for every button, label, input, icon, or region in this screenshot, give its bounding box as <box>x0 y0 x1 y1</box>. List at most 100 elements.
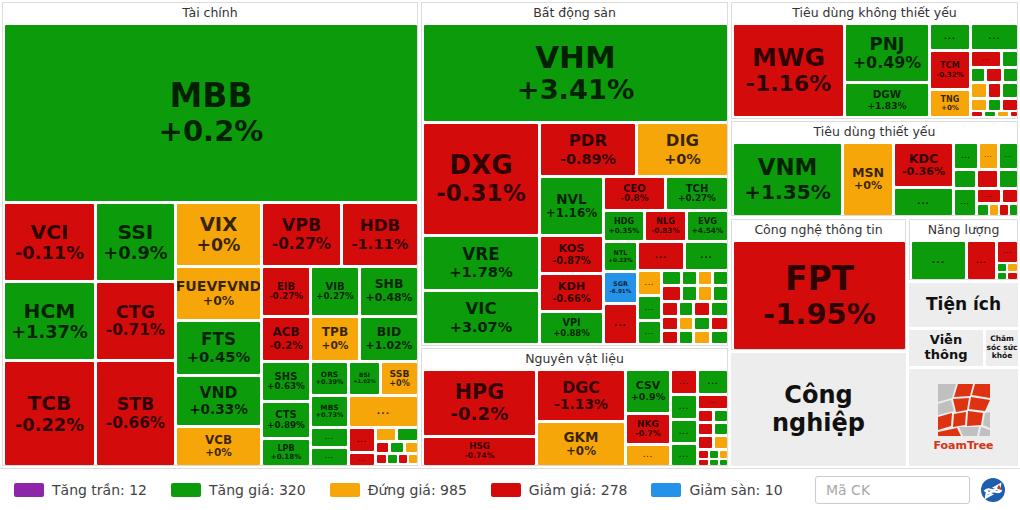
stock-tile-small[interactable] <box>663 318 677 329</box>
stock-tile-small[interactable]: ... <box>672 371 696 393</box>
stock-tile-mwg[interactable]: MWG-1.16% <box>734 25 843 116</box>
stock-tile-small[interactable]: ... <box>1000 144 1017 168</box>
stock-tile-small[interactable] <box>663 303 677 315</box>
stock-tile-small[interactable]: ... <box>627 446 669 465</box>
stock-tile-small[interactable] <box>972 84 986 97</box>
sector-vien-thong[interactable]: Viễn thông <box>909 330 983 366</box>
stock-tile-small[interactable]: ... <box>955 144 977 168</box>
stock-tile-small[interactable]: ... <box>912 242 965 279</box>
stock-tile-small[interactable] <box>989 100 1000 110</box>
stock-tile-ceo[interactable]: CEO-0.8% <box>605 178 664 209</box>
stock-tile-kdh[interactable]: KDH-0.66% <box>541 275 602 310</box>
stock-tile-small[interactable] <box>1003 100 1017 110</box>
stock-tile-mbs[interactable]: MBS+0.73% <box>312 397 347 426</box>
stock-tile-kos[interactable]: KOS-0.87% <box>541 237 602 272</box>
stock-tile-sgr[interactable]: SGR-6.91% <box>605 273 636 302</box>
stock-tile-small[interactable] <box>1008 273 1017 279</box>
stock-tile-small[interactable] <box>377 443 388 452</box>
stock-tile-hpg[interactable]: HPG-0.2% <box>424 371 535 435</box>
stock-tile-bid[interactable]: BID+1.02% <box>361 318 417 360</box>
stock-tile-ntl[interactable]: NTL+0.23% <box>605 243 636 270</box>
stock-tile-kdc[interactable]: KDC-0.36% <box>895 144 952 186</box>
stock-tile-small[interactable] <box>388 455 397 463</box>
stock-tile-small[interactable]: ... <box>350 454 374 465</box>
stock-tile-hdg[interactable]: HDG+0.35% <box>605 212 643 240</box>
stock-tile-small[interactable]: ... <box>639 322 660 343</box>
stock-tile-small[interactable] <box>978 205 988 215</box>
stock-tile-small[interactable]: ... <box>672 396 696 418</box>
stock-tile-small[interactable]: ... <box>968 242 995 279</box>
stock-tile-small[interactable] <box>955 171 975 187</box>
foamtree-label[interactable]: FoamTree <box>933 439 993 452</box>
stock-tile-bsi[interactable]: BSI+1.02% <box>350 363 379 394</box>
stock-tile-small[interactable]: ... <box>931 25 969 49</box>
stock-tile-vpb[interactable]: VPB-0.27% <box>263 204 340 265</box>
stock-tile-small[interactable] <box>699 272 711 284</box>
stock-tile-small[interactable] <box>1003 190 1017 202</box>
stock-tile-small[interactable]: ... <box>672 445 696 465</box>
stock-tile-small[interactable] <box>720 460 727 465</box>
stock-tile-tng[interactable]: TNG+0% <box>931 91 969 116</box>
stock-tile-nlg[interactable]: NLG-0.83% <box>646 212 685 240</box>
stock-tile-small[interactable] <box>409 455 417 463</box>
stock-tile-dig[interactable]: DIG+0% <box>638 124 727 175</box>
stock-tile-mbb[interactable]: MBB+0.2% <box>5 25 417 201</box>
stock-tile-small[interactable] <box>998 264 1006 271</box>
stock-tile-vcb[interactable]: VCB+0% <box>177 428 260 465</box>
stock-tile-small[interactable] <box>663 332 677 343</box>
stock-tile-csv[interactable]: CSV+0.9% <box>627 371 669 412</box>
stock-tile-nkg[interactable]: NKG-0.7% <box>627 415 669 443</box>
stock-tile-gkm[interactable]: GKM+0% <box>538 423 624 465</box>
stock-tile-small[interactable] <box>972 112 982 116</box>
stock-tile-small[interactable]: ... <box>955 190 975 215</box>
stock-tile-small[interactable] <box>1010 205 1017 215</box>
stock-tile-small[interactable] <box>1011 112 1017 116</box>
stock-tile-ssi[interactable]: SSI+0.9% <box>97 204 174 280</box>
stock-search-input[interactable] <box>815 476 970 504</box>
stock-tile-small[interactable] <box>398 429 417 440</box>
stock-tile-ctg[interactable]: CTG-0.71% <box>97 283 174 359</box>
stock-tile-small[interactable]: ... <box>980 144 997 168</box>
stock-tile-vnd[interactable]: VND+0.33% <box>177 377 260 425</box>
stock-tile-dxg[interactable]: DXG-0.31% <box>424 124 538 234</box>
stock-tile-small[interactable] <box>695 318 709 329</box>
stock-tile-small[interactable] <box>695 303 709 315</box>
stock-tile-small[interactable] <box>990 205 998 215</box>
stock-tile-vnm[interactable]: VNM+1.35% <box>734 144 841 215</box>
stock-tile-small[interactable]: ... <box>639 297 660 319</box>
stock-tile-small[interactable] <box>720 451 727 458</box>
stock-tile-fts[interactable]: FTS+0.45% <box>177 322 260 374</box>
stock-tile-lpb[interactable]: LPB+0.18% <box>263 440 309 465</box>
stock-tile-small[interactable] <box>998 112 1008 116</box>
stock-tile-small[interactable] <box>714 287 727 300</box>
stock-tile-small[interactable] <box>683 272 696 284</box>
stock-tile-small[interactable] <box>998 273 1006 279</box>
stock-tile-hsg[interactable]: HSG-0.74% <box>424 438 535 465</box>
stock-tile-small[interactable] <box>680 303 692 315</box>
stock-tile-small[interactable] <box>680 332 692 343</box>
stock-tile-vci[interactable]: VCI-0.11% <box>5 204 94 280</box>
stock-tile-ors[interactable]: ORS+0.39% <box>312 363 347 394</box>
stock-tile-vib[interactable]: VIB+0.27% <box>312 268 358 315</box>
stock-tile-acb[interactable]: ACB-0.2% <box>263 318 309 360</box>
stock-tile-small[interactable]: ... <box>639 243 683 269</box>
stock-tile-small[interactable] <box>399 455 407 463</box>
stock-tile-small[interactable]: ... <box>972 52 1000 66</box>
stock-tile-tcb[interactable]: TCB-0.22% <box>5 362 94 465</box>
stock-tile-pdr[interactable]: PDR-0.89% <box>541 124 635 175</box>
stock-tile-small[interactable] <box>710 460 718 465</box>
stock-tile-small[interactable] <box>663 287 680 300</box>
stock-tile-small[interactable]: ... <box>699 396 727 408</box>
stock-tile-msn[interactable]: MSN+0% <box>844 144 892 215</box>
stock-tile-tch[interactable]: TCH+0.27% <box>667 178 727 209</box>
sector-tien-ich[interactable]: Tiện ích <box>909 283 1018 327</box>
stock-tile-evg[interactable]: EVG+4.54% <box>688 212 727 240</box>
stock-tile-small[interactable] <box>680 318 692 329</box>
stock-tile-small[interactable] <box>1003 52 1017 66</box>
stock-tile-small[interactable] <box>683 287 696 300</box>
sector-cham-soc-suc-khoe[interactable]: Chăm sóc sức khỏe <box>986 330 1018 366</box>
stock-tile-small[interactable] <box>663 272 680 284</box>
stock-tile-small[interactable] <box>1000 171 1017 187</box>
stock-tile-small[interactable] <box>714 272 727 284</box>
stock-tile-small[interactable] <box>972 100 986 110</box>
